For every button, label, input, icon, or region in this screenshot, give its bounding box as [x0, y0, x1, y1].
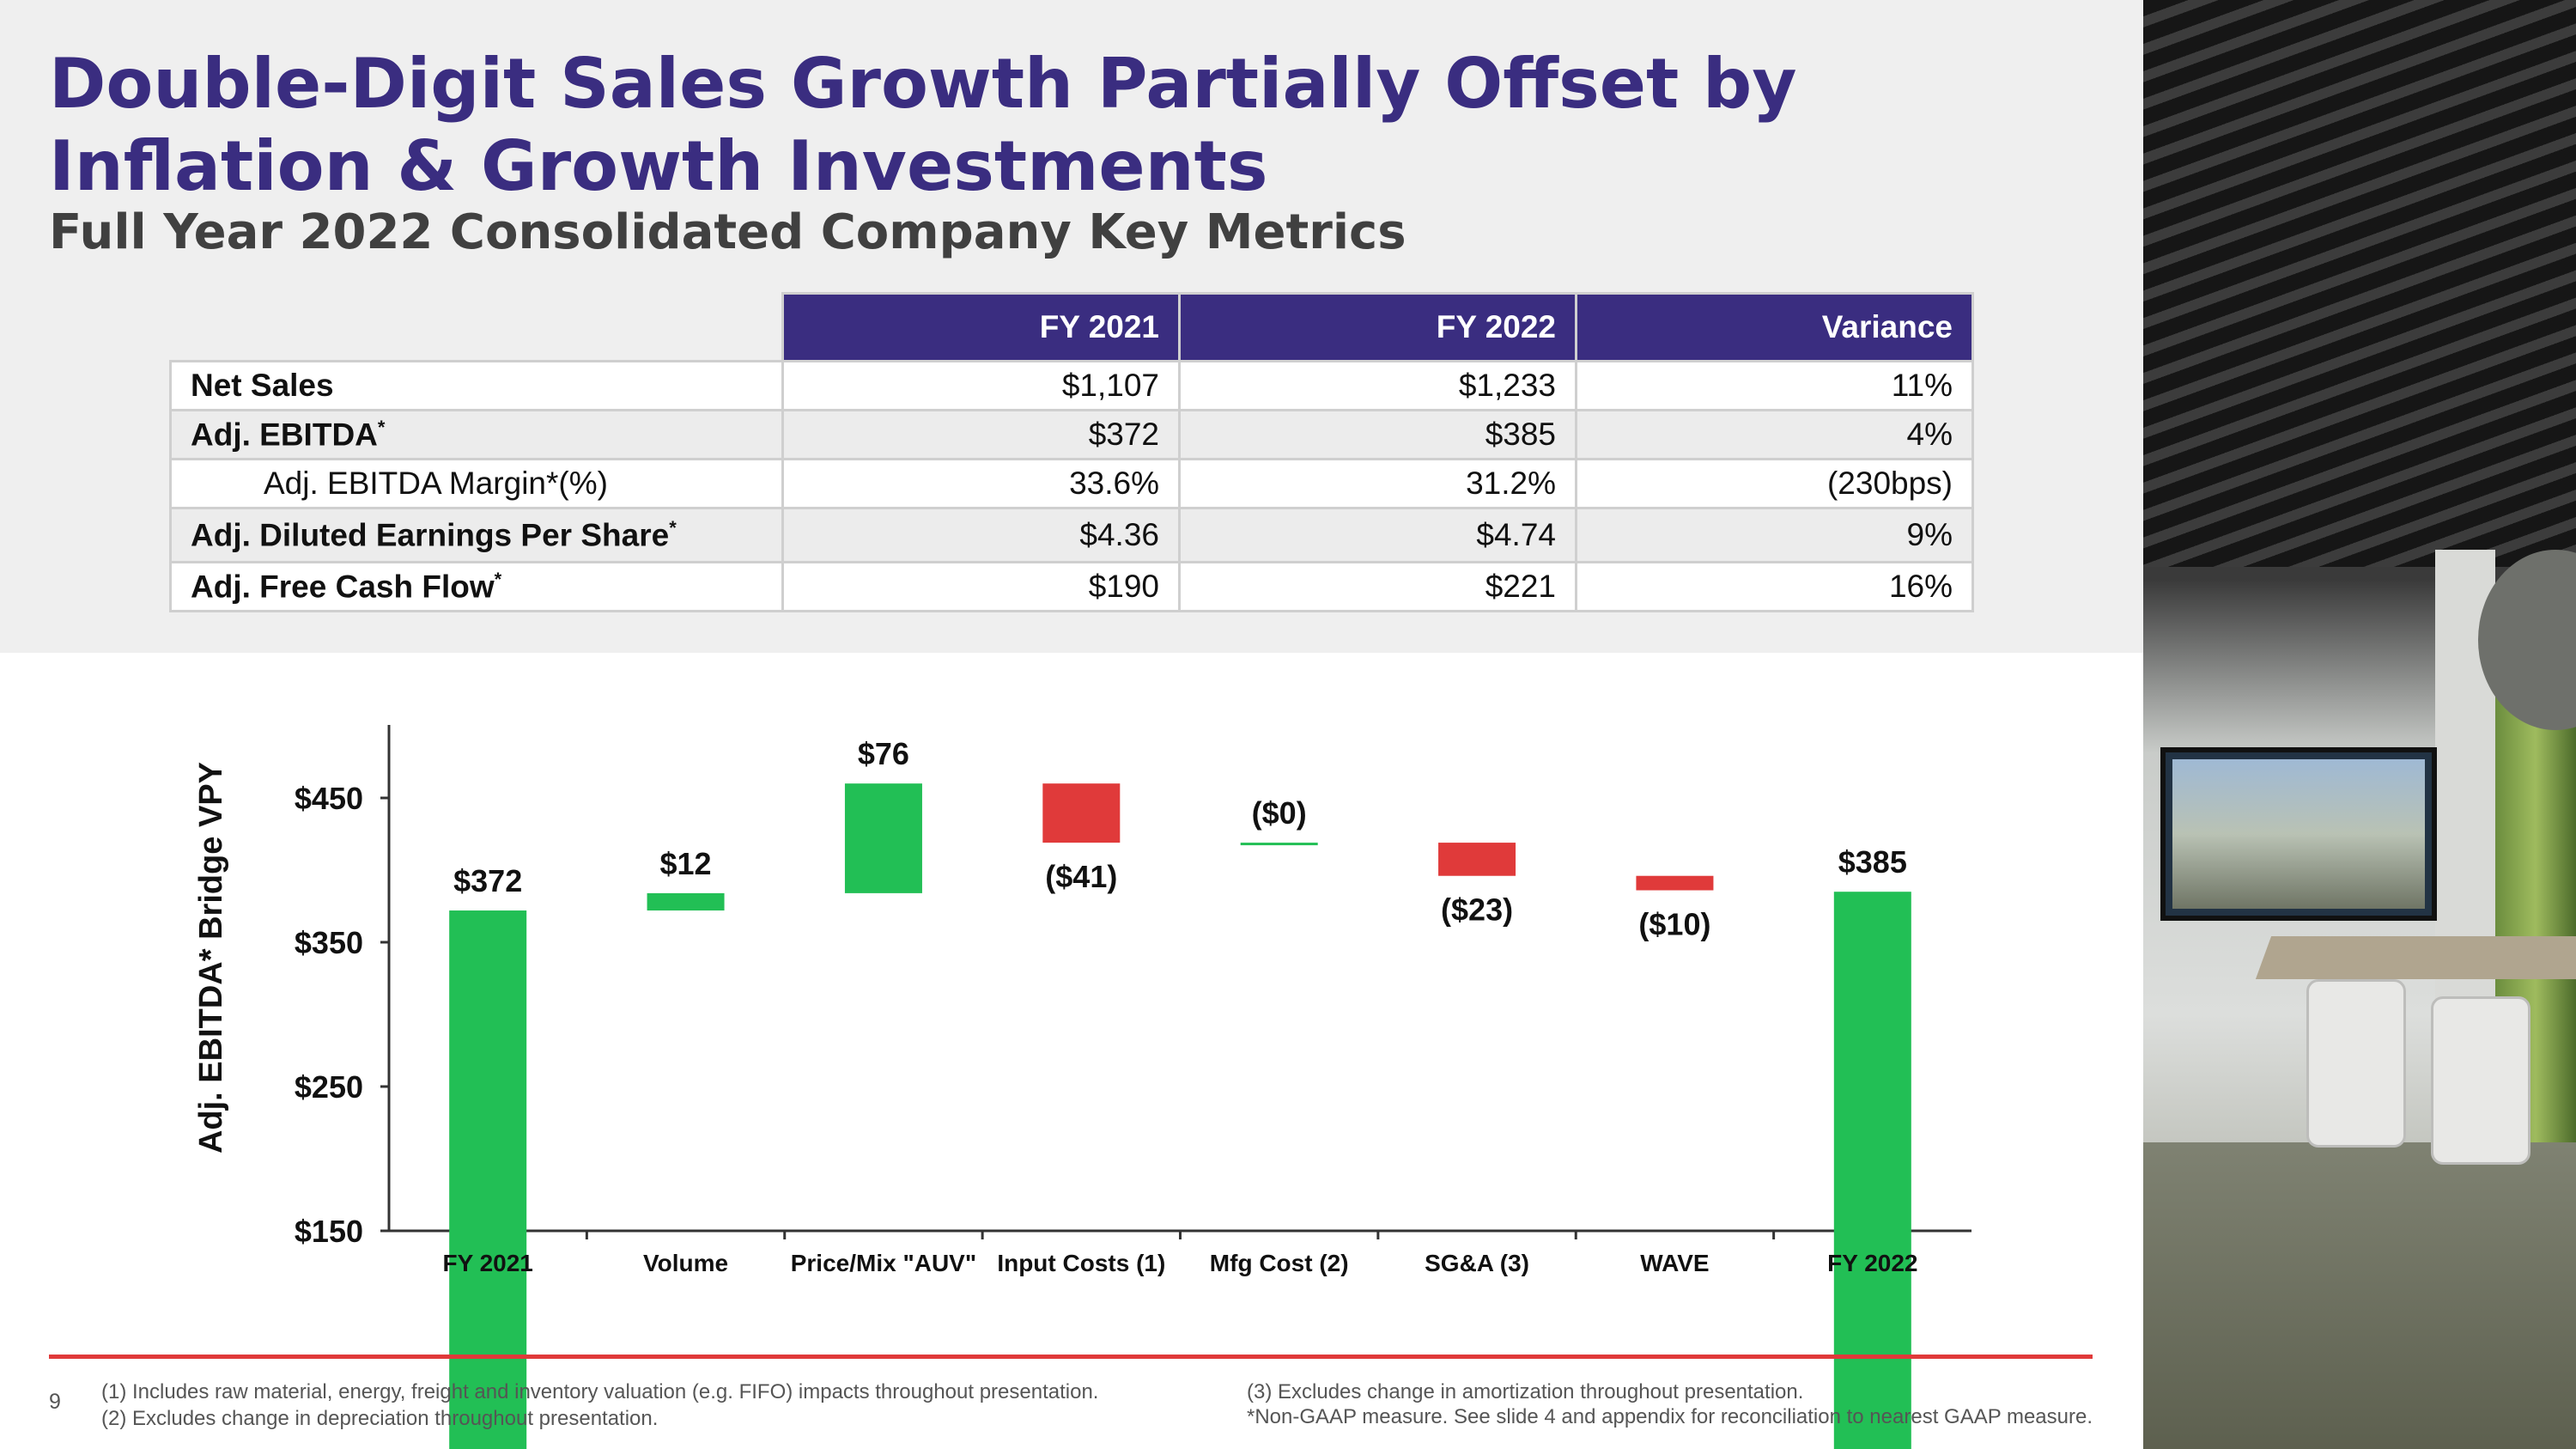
waterfall-bar	[1240, 843, 1318, 846]
waterfall-bar	[1636, 875, 1714, 891]
carpet-floor	[2143, 1142, 2576, 1449]
table-row: Net Sales $1,107 $1,233 11%	[169, 360, 1974, 411]
data-label: $372	[453, 863, 522, 898]
y-tick-label: $150	[295, 1214, 363, 1249]
chair	[2431, 996, 2530, 1165]
data-label: $12	[660, 846, 712, 881]
row-label: Net Sales	[169, 360, 784, 411]
waterfall-bar	[1042, 783, 1121, 843]
cell-fy2021: 33.6%	[781, 458, 1181, 509]
table-header-fy2022: FY 2022	[1178, 292, 1577, 362]
y-tick-label: $450	[295, 781, 363, 816]
row-label: Adj. Free Cash Flow*	[169, 561, 784, 612]
footer-rule	[49, 1355, 2093, 1359]
cell-fy2022: 31.2%	[1178, 458, 1577, 509]
cell-fy2022: $4.74	[1178, 507, 1577, 563]
conference-table	[2255, 936, 2576, 979]
key-metrics-table: FY 2021 FY 2022 Variance Net Sales $1,10…	[169, 292, 1974, 612]
cell-fy2021: $372	[781, 409, 1181, 460]
table-row: Adj. EBITDA* $372 $385 4%	[169, 409, 1974, 460]
cell-variance: 11%	[1575, 360, 1974, 411]
footnote: (2) Excludes change in depreciation thro…	[101, 1407, 659, 1430]
table-header-blank	[171, 294, 783, 362]
row-label-text: Adj. EBITDA	[191, 417, 378, 453]
y-tick-label: $350	[295, 925, 363, 960]
category-label: FY 2021	[443, 1250, 533, 1276]
data-label: ($41)	[1045, 859, 1117, 894]
row-label: Adj. EBITDA*	[169, 409, 784, 460]
waterfall-bar	[844, 783, 922, 893]
ebitda-bridge-chart: $150 $250 $350 $450 $372 FY 2021 $12 Volume $76 P…	[193, 725, 1971, 1449]
category-label: Input Costs (1)	[997, 1250, 1165, 1276]
data-label: ($10)	[1638, 907, 1710, 942]
cell-fy2022: $1,233	[1178, 360, 1577, 411]
y-axis-label: Adj. EBITDA* Bridge VPY	[193, 762, 229, 1154]
cell-fy2022: $385	[1178, 409, 1577, 460]
data-label: ($23)	[1441, 892, 1513, 928]
waterfall-bar	[1438, 843, 1516, 876]
cell-fy2021: $4.36	[781, 507, 1181, 563]
category-label: WAVE	[1640, 1250, 1709, 1276]
category-label: Mfg Cost (2)	[1210, 1250, 1349, 1276]
data-label: $76	[858, 736, 909, 771]
table-row: Adj. Diluted Earnings Per Share* $4.36 $…	[169, 507, 1974, 563]
row-label: Adj. EBITDA Margin*(%)	[169, 458, 784, 509]
cell-variance: 9%	[1575, 507, 1974, 563]
waterfall-bar	[449, 910, 527, 1449]
cell-variance: 16%	[1575, 561, 1974, 612]
table-row: Adj. EBITDA Margin*(%) 33.6% 31.2% (230b…	[169, 458, 1974, 509]
page-subtitle: Full Year 2022 Consolidated Company Key …	[49, 204, 1406, 260]
table-header-row: FY 2021 FY 2022 Variance	[171, 292, 1974, 362]
row-label: Adj. Diluted Earnings Per Share*	[169, 507, 784, 563]
screen-image	[2172, 759, 2425, 909]
wall-screen	[2160, 747, 2437, 921]
footnote: *Non-GAAP measure. See slide 4 and appen…	[1247, 1405, 2093, 1428]
table-header-fy2021: FY 2021	[781, 292, 1181, 362]
table-header-variance: Variance	[1575, 292, 1974, 362]
row-label-text: Net Sales	[191, 368, 334, 403]
category-label: FY 2022	[1827, 1250, 1917, 1276]
non-gaap-mark: *	[494, 568, 502, 590]
waterfall-bar	[1833, 892, 1911, 1449]
cell-variance: 4%	[1575, 409, 1974, 460]
cell-fy2021: $1,107	[781, 360, 1181, 411]
row-label-text: Adj. EBITDA Margin*(%)	[264, 466, 608, 501]
ceiling-slats	[2143, 0, 2576, 567]
footnote: (3) Excludes change in amortization thro…	[1247, 1380, 1804, 1403]
data-label: ($0)	[1252, 795, 1307, 831]
chair	[2306, 979, 2406, 1148]
category-label: Volume	[643, 1250, 728, 1276]
cell-variance: (230bps)	[1575, 458, 1974, 509]
category-label: Price/Mix "AUV"	[791, 1250, 976, 1276]
cell-fy2022: $221	[1178, 561, 1577, 612]
page-number: 9	[49, 1390, 61, 1414]
y-tick-label: $250	[295, 1069, 363, 1105]
non-gaap-mark: *	[669, 516, 677, 539]
page-title: Double-Digit Sales Growth Partially Offs…	[49, 44, 1797, 206]
office-photo	[2143, 0, 2576, 1449]
data-label: $385	[1838, 844, 1907, 880]
non-gaap-mark: *	[377, 416, 386, 438]
waterfall-bar	[647, 892, 725, 911]
row-label-text: Adj. Free Cash Flow	[191, 569, 495, 605]
footnote: (1) Includes raw material, energy, freig…	[101, 1380, 1099, 1403]
category-label: SG&A (3)	[1425, 1250, 1529, 1276]
row-label-text: Adj. Diluted Earnings Per Share	[191, 517, 670, 553]
cell-fy2021: $190	[781, 561, 1181, 612]
table-row: Adj. Free Cash Flow* $190 $221 16%	[169, 561, 1974, 612]
